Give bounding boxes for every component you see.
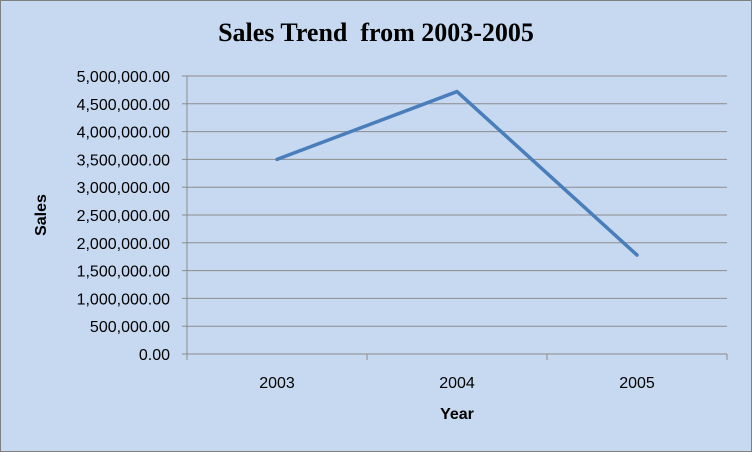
y-tick-label: 1,500,000.00 bbox=[77, 264, 171, 281]
series-line bbox=[275, 89, 639, 257]
x-tick-label: 2003 bbox=[259, 375, 295, 392]
y-tick-label: 3,000,000.00 bbox=[77, 180, 171, 197]
y-tick-label: 4,500,000.00 bbox=[77, 97, 171, 114]
x-axis-label: Year bbox=[440, 406, 474, 423]
x-tick-labels: 2003 2004 2005 bbox=[259, 375, 655, 392]
series bbox=[275, 89, 639, 257]
y-axis-label: Sales bbox=[33, 194, 50, 236]
y-tick-label: 3,500,000.00 bbox=[77, 152, 171, 169]
x-tick-label: 2004 bbox=[439, 375, 475, 392]
y-tick-label: 5,000,000.00 bbox=[77, 69, 171, 86]
y-tick-labels: 0.00 500,000.00 1,000,000.00 1,500,000.00 2,… bbox=[77, 69, 171, 364]
gridlines bbox=[187, 75, 727, 327]
y-tick-label: 0.00 bbox=[139, 347, 170, 364]
y-tick-label: 4,000,000.00 bbox=[77, 125, 171, 142]
x-tick-label: 2005 bbox=[619, 375, 655, 392]
y-tick-label: 1,000,000.00 bbox=[77, 291, 171, 308]
y-tick-label: 2,500,000.00 bbox=[77, 208, 171, 225]
y-tick-label: 500,000.00 bbox=[90, 319, 170, 336]
axes bbox=[182, 75, 728, 360]
y-tick-label: 2,000,000.00 bbox=[77, 236, 171, 253]
chart-title: Sales Trend from 2003-2005 bbox=[218, 18, 534, 47]
